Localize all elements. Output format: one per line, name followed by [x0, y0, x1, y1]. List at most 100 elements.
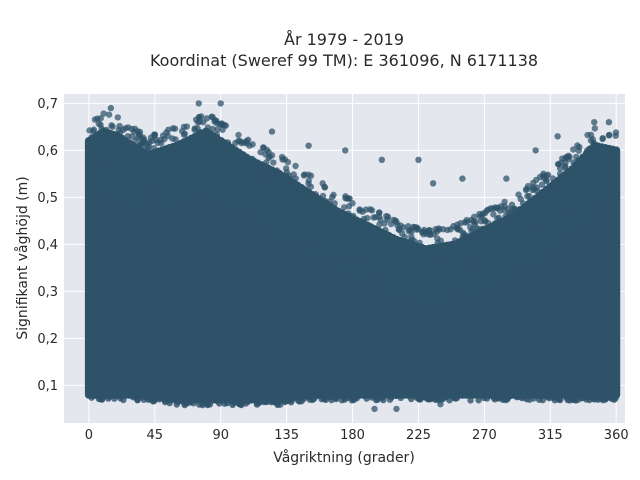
data-point [130, 181, 137, 189]
data-point [384, 216, 391, 223]
data-point [570, 146, 577, 153]
data-point [397, 250, 405, 257]
data-point [164, 132, 172, 140]
data-point [539, 191, 546, 199]
data-point [230, 176, 237, 183]
data-point [545, 200, 553, 207]
data-point [208, 113, 215, 120]
data-point [287, 216, 294, 223]
data-point [286, 184, 294, 191]
data-point [298, 206, 306, 213]
data-point [284, 158, 292, 166]
chart-title: År 1979 - 2019 [284, 30, 404, 49]
data-point [179, 140, 186, 148]
data-point [300, 172, 308, 179]
data-point [136, 150, 143, 157]
y-tick-label: 0,4 [37, 238, 58, 253]
data-point [224, 146, 231, 153]
data-point [209, 396, 216, 403]
data-point [574, 142, 581, 149]
data-point [554, 160, 562, 168]
data-point [573, 153, 580, 161]
data-point [534, 205, 542, 213]
data-point [539, 232, 547, 240]
data-point [413, 226, 421, 233]
data-point [144, 146, 151, 153]
data-point [311, 246, 319, 253]
data-point [470, 283, 477, 291]
data-point [459, 233, 466, 241]
data-point [605, 196, 613, 204]
data-point [437, 237, 445, 244]
data-point [173, 159, 180, 166]
data-point [303, 200, 311, 207]
data-point [591, 125, 599, 132]
data-point [471, 391, 479, 399]
data-point [408, 228, 415, 235]
data-point [338, 210, 346, 218]
data-point [454, 226, 461, 233]
data-point [578, 164, 585, 171]
data-point [350, 231, 357, 238]
data-point [175, 189, 183, 197]
data-point [563, 185, 570, 193]
data-point [441, 393, 449, 400]
data-point [427, 395, 434, 402]
data-point [408, 236, 416, 243]
data-point [160, 186, 168, 194]
data-point [609, 158, 616, 165]
data-point [430, 231, 437, 238]
data-point [100, 150, 107, 158]
data-point [102, 166, 110, 174]
outlier-point [393, 405, 400, 413]
data-point [601, 189, 608, 196]
data-point [327, 210, 334, 217]
data-point [141, 393, 149, 401]
data-point [216, 400, 223, 407]
data-point [135, 180, 143, 188]
data-point [183, 146, 191, 153]
data-markers [84, 100, 621, 413]
data-point [94, 182, 101, 190]
data-point [421, 258, 428, 266]
data-point [496, 235, 504, 242]
data-point [610, 192, 618, 200]
data-point [585, 179, 592, 187]
data-point [228, 167, 236, 174]
data-point [215, 167, 222, 174]
data-point [605, 132, 613, 139]
data-point [110, 143, 117, 150]
data-point [383, 266, 391, 274]
data-point [612, 132, 619, 139]
data-point [268, 215, 275, 223]
data-point [591, 396, 599, 403]
data-point [346, 239, 353, 247]
data-point [235, 131, 242, 139]
data-point [500, 258, 507, 266]
data-point [393, 253, 400, 260]
data-point [280, 217, 288, 224]
data-point [429, 298, 436, 305]
data-point [475, 275, 482, 283]
data-point [270, 159, 277, 166]
data-point [507, 392, 514, 399]
data-point [433, 248, 440, 256]
data-point [111, 136, 118, 143]
data-point [416, 283, 424, 291]
data-point [496, 395, 503, 402]
data-point [407, 395, 415, 403]
data-point [505, 263, 513, 270]
data-point [213, 131, 220, 138]
data-point [100, 110, 107, 117]
data-point [171, 125, 179, 132]
y-axis-ticks: 0,1 0,2 0,3 0,4 0,5 0,6 0,7 [37, 97, 58, 394]
data-point [137, 172, 144, 179]
data-point [118, 392, 125, 400]
data-point [376, 221, 383, 228]
data-point [116, 182, 124, 189]
data-point [191, 148, 199, 155]
data-point [349, 200, 356, 207]
data-point [252, 195, 260, 202]
data-point [204, 400, 211, 408]
data-point [458, 262, 466, 270]
